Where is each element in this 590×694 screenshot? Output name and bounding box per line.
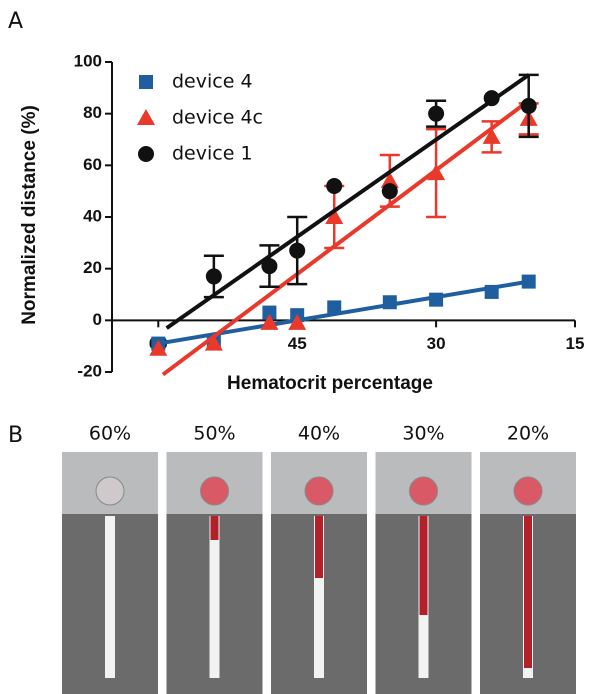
caption: 50%	[193, 423, 235, 445]
channel	[105, 516, 115, 678]
y-tick-label: 0	[93, 310, 102, 329]
caption: 20%	[507, 423, 549, 445]
marker	[137, 109, 155, 125]
marker	[383, 295, 397, 309]
marker	[261, 258, 277, 274]
panel-label: B	[8, 423, 23, 448]
marker	[327, 300, 341, 314]
legend-label: device 4c	[172, 107, 263, 129]
marker	[382, 183, 398, 199]
blood-front	[211, 516, 219, 540]
marker	[289, 243, 305, 259]
sample-spot	[201, 477, 229, 505]
marker	[326, 178, 342, 194]
caption: 30%	[402, 423, 444, 445]
legend-label: device 4	[172, 71, 253, 93]
y-tick-label: 40	[83, 206, 102, 225]
marker	[139, 75, 153, 89]
legend-label: device 1	[172, 143, 253, 165]
panel-label: A	[8, 9, 23, 34]
blood-front	[420, 516, 428, 615]
marker	[206, 268, 222, 284]
caption: 60%	[89, 423, 131, 445]
marker	[429, 293, 443, 307]
x-tick-label: 45	[288, 334, 307, 353]
marker	[485, 285, 499, 299]
sample-spot	[305, 477, 333, 505]
figure: A Normalized distance (%) Hematocrit per…	[0, 0, 590, 694]
y-axis-label: Normalized distance (%)	[19, 105, 40, 325]
marker	[483, 128, 501, 144]
x-tick-label: 15	[566, 334, 585, 353]
y-tick-label: -20	[77, 361, 102, 380]
marker	[138, 146, 154, 162]
x-tick-label: 30	[427, 334, 446, 353]
marker	[521, 98, 537, 114]
blood-front	[524, 516, 532, 668]
channel	[210, 516, 220, 678]
marker	[484, 90, 500, 106]
sample-spot	[514, 477, 542, 505]
marker	[428, 106, 444, 122]
caption: 40%	[298, 423, 340, 445]
marker	[522, 275, 536, 289]
y-tick-label: 80	[83, 103, 102, 122]
blood-front	[315, 516, 323, 578]
y-tick-label: 60	[83, 155, 102, 174]
y-tick-label: 20	[83, 258, 102, 277]
sample-spot	[410, 477, 438, 505]
sample-spot	[96, 477, 124, 505]
x-axis-label: Hematocrit percentage	[227, 373, 433, 394]
y-tick-label: 100	[74, 51, 102, 70]
